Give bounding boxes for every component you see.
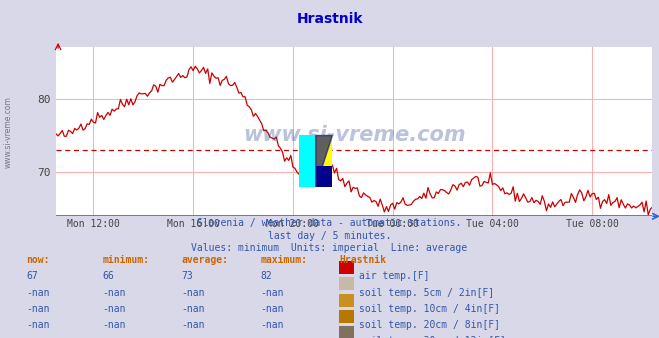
Text: Hrastnik: Hrastnik	[297, 12, 362, 26]
Text: 73: 73	[181, 271, 193, 282]
Text: -nan: -nan	[260, 304, 284, 314]
Text: -nan: -nan	[102, 320, 126, 330]
Text: soil temp. 30cm / 12in[F]: soil temp. 30cm / 12in[F]	[359, 336, 506, 338]
Text: 66: 66	[102, 271, 114, 282]
Text: -nan: -nan	[260, 320, 284, 330]
Text: -nan: -nan	[26, 304, 50, 314]
Text: -nan: -nan	[102, 336, 126, 338]
Text: last day / 5 minutes.: last day / 5 minutes.	[268, 231, 391, 241]
Bar	[316, 136, 332, 166]
Text: soil temp. 5cm / 2in[F]: soil temp. 5cm / 2in[F]	[359, 288, 494, 298]
Text: 82: 82	[260, 271, 272, 282]
Text: -nan: -nan	[181, 336, 205, 338]
Text: minimum:: minimum:	[102, 255, 149, 265]
Text: -nan: -nan	[181, 288, 205, 298]
Text: 67: 67	[26, 271, 38, 282]
Text: -nan: -nan	[260, 288, 284, 298]
Text: Values: minimum  Units: imperial  Line: average: Values: minimum Units: imperial Line: av…	[191, 243, 468, 253]
Text: www.si-vreme.com: www.si-vreme.com	[3, 96, 13, 168]
Text: soil temp. 20cm / 8in[F]: soil temp. 20cm / 8in[F]	[359, 320, 500, 330]
Text: -nan: -nan	[26, 288, 50, 298]
Text: now:: now:	[26, 255, 50, 265]
Text: -nan: -nan	[102, 288, 126, 298]
Text: -nan: -nan	[26, 320, 50, 330]
Polygon shape	[316, 136, 332, 187]
Bar	[316, 166, 332, 187]
Text: soil temp. 10cm / 4in[F]: soil temp. 10cm / 4in[F]	[359, 304, 500, 314]
Bar	[299, 136, 316, 187]
Text: www.si-vreme.com: www.si-vreme.com	[243, 125, 465, 145]
Text: -nan: -nan	[26, 336, 50, 338]
Text: air temp.[F]: air temp.[F]	[359, 271, 430, 282]
Text: -nan: -nan	[181, 320, 205, 330]
Text: -nan: -nan	[181, 304, 205, 314]
Text: Slovenia / weather data - automatic stations.: Slovenia / weather data - automatic stat…	[197, 218, 462, 228]
Text: Hrastnik: Hrastnik	[339, 255, 386, 265]
Text: -nan: -nan	[260, 336, 284, 338]
Text: average:: average:	[181, 255, 228, 265]
Text: -nan: -nan	[102, 304, 126, 314]
Text: maximum:: maximum:	[260, 255, 307, 265]
